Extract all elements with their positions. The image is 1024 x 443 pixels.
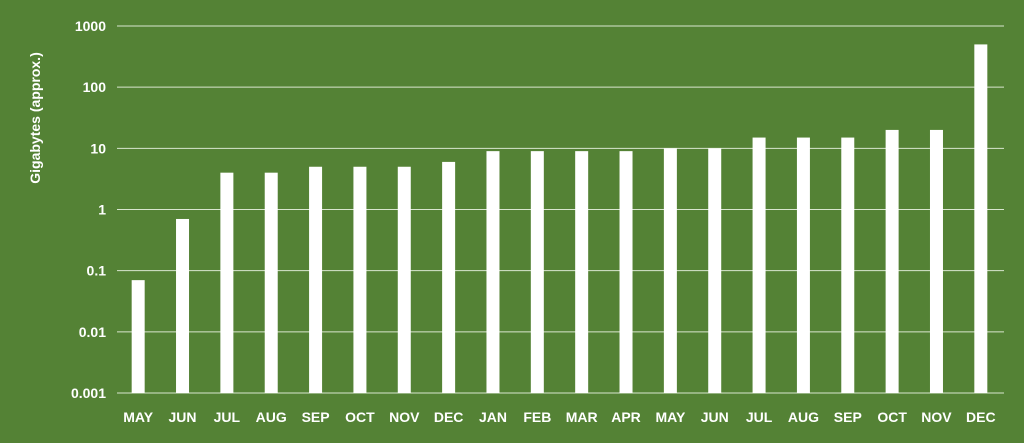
x-tick-label: SEP (302, 409, 330, 425)
bar-feb-9 (530, 151, 544, 393)
bar-jan-8 (486, 151, 500, 393)
bar-oct-5 (353, 166, 367, 393)
x-tick-label: MAY (655, 409, 685, 425)
bar-aug-15 (796, 137, 810, 393)
bar-sep-16 (841, 137, 855, 393)
x-tick-label: JUN (701, 409, 729, 425)
gridlines (117, 25, 1004, 394)
y-axis-tick-labels: 0.001 0.01 0.1 1 10 100 1000 (71, 18, 106, 401)
y-tick-label: 100 (83, 79, 107, 95)
x-tick-label: JUL (746, 409, 773, 425)
bar-jun-13 (708, 148, 722, 393)
x-tick-label: OCT (345, 409, 375, 425)
bar-jun-1 (176, 218, 190, 393)
x-tick-label: JAN (479, 409, 507, 425)
x-tick-label: SEP (834, 409, 862, 425)
bar-nov-6 (397, 166, 411, 393)
bar-dec-7 (442, 161, 456, 393)
x-tick-label: FEB (523, 409, 551, 425)
bar-aug-3 (264, 172, 278, 393)
x-tick-label: DEC (966, 409, 996, 425)
y-tick-label: 0.01 (79, 324, 106, 340)
y-tick-label: 10 (90, 140, 106, 156)
bars (131, 44, 988, 394)
bar-jul-14 (752, 137, 766, 393)
x-tick-label: MAR (566, 409, 598, 425)
x-tick-label: NOV (921, 409, 952, 425)
x-tick-label: OCT (877, 409, 907, 425)
y-axis-title: Gigabytes (approx.) (27, 52, 43, 183)
bar-oct-17 (885, 129, 899, 393)
y-tick-label: 0.001 (71, 385, 106, 401)
x-tick-label: APR (611, 409, 641, 425)
bar-may-12 (663, 148, 677, 393)
x-tick-label: MAY (123, 409, 153, 425)
x-tick-label: NOV (389, 409, 420, 425)
x-tick-label: JUL (214, 409, 241, 425)
y-tick-label: 0.1 (87, 263, 107, 279)
x-axis-tick-labels: MAY JUN JUL AUG SEP OCT NOV DEC JAN FEB MAR APR MAY J… (123, 409, 995, 425)
bar-dec-19 (974, 44, 988, 394)
x-tick-label: DEC (434, 409, 464, 425)
x-tick-label: AUG (788, 409, 819, 425)
y-tick-label: 1000 (75, 18, 106, 34)
bar-may-0 (131, 280, 145, 393)
bar-sep-4 (309, 166, 323, 393)
y-tick-label: 1 (98, 202, 106, 218)
bar-nov-18 (929, 129, 943, 393)
bar-apr-11 (619, 151, 633, 393)
bar-jul-2 (220, 172, 234, 393)
x-tick-label: AUG (256, 409, 287, 425)
x-tick-label: JUN (169, 409, 197, 425)
bar-mar-10 (575, 151, 589, 393)
